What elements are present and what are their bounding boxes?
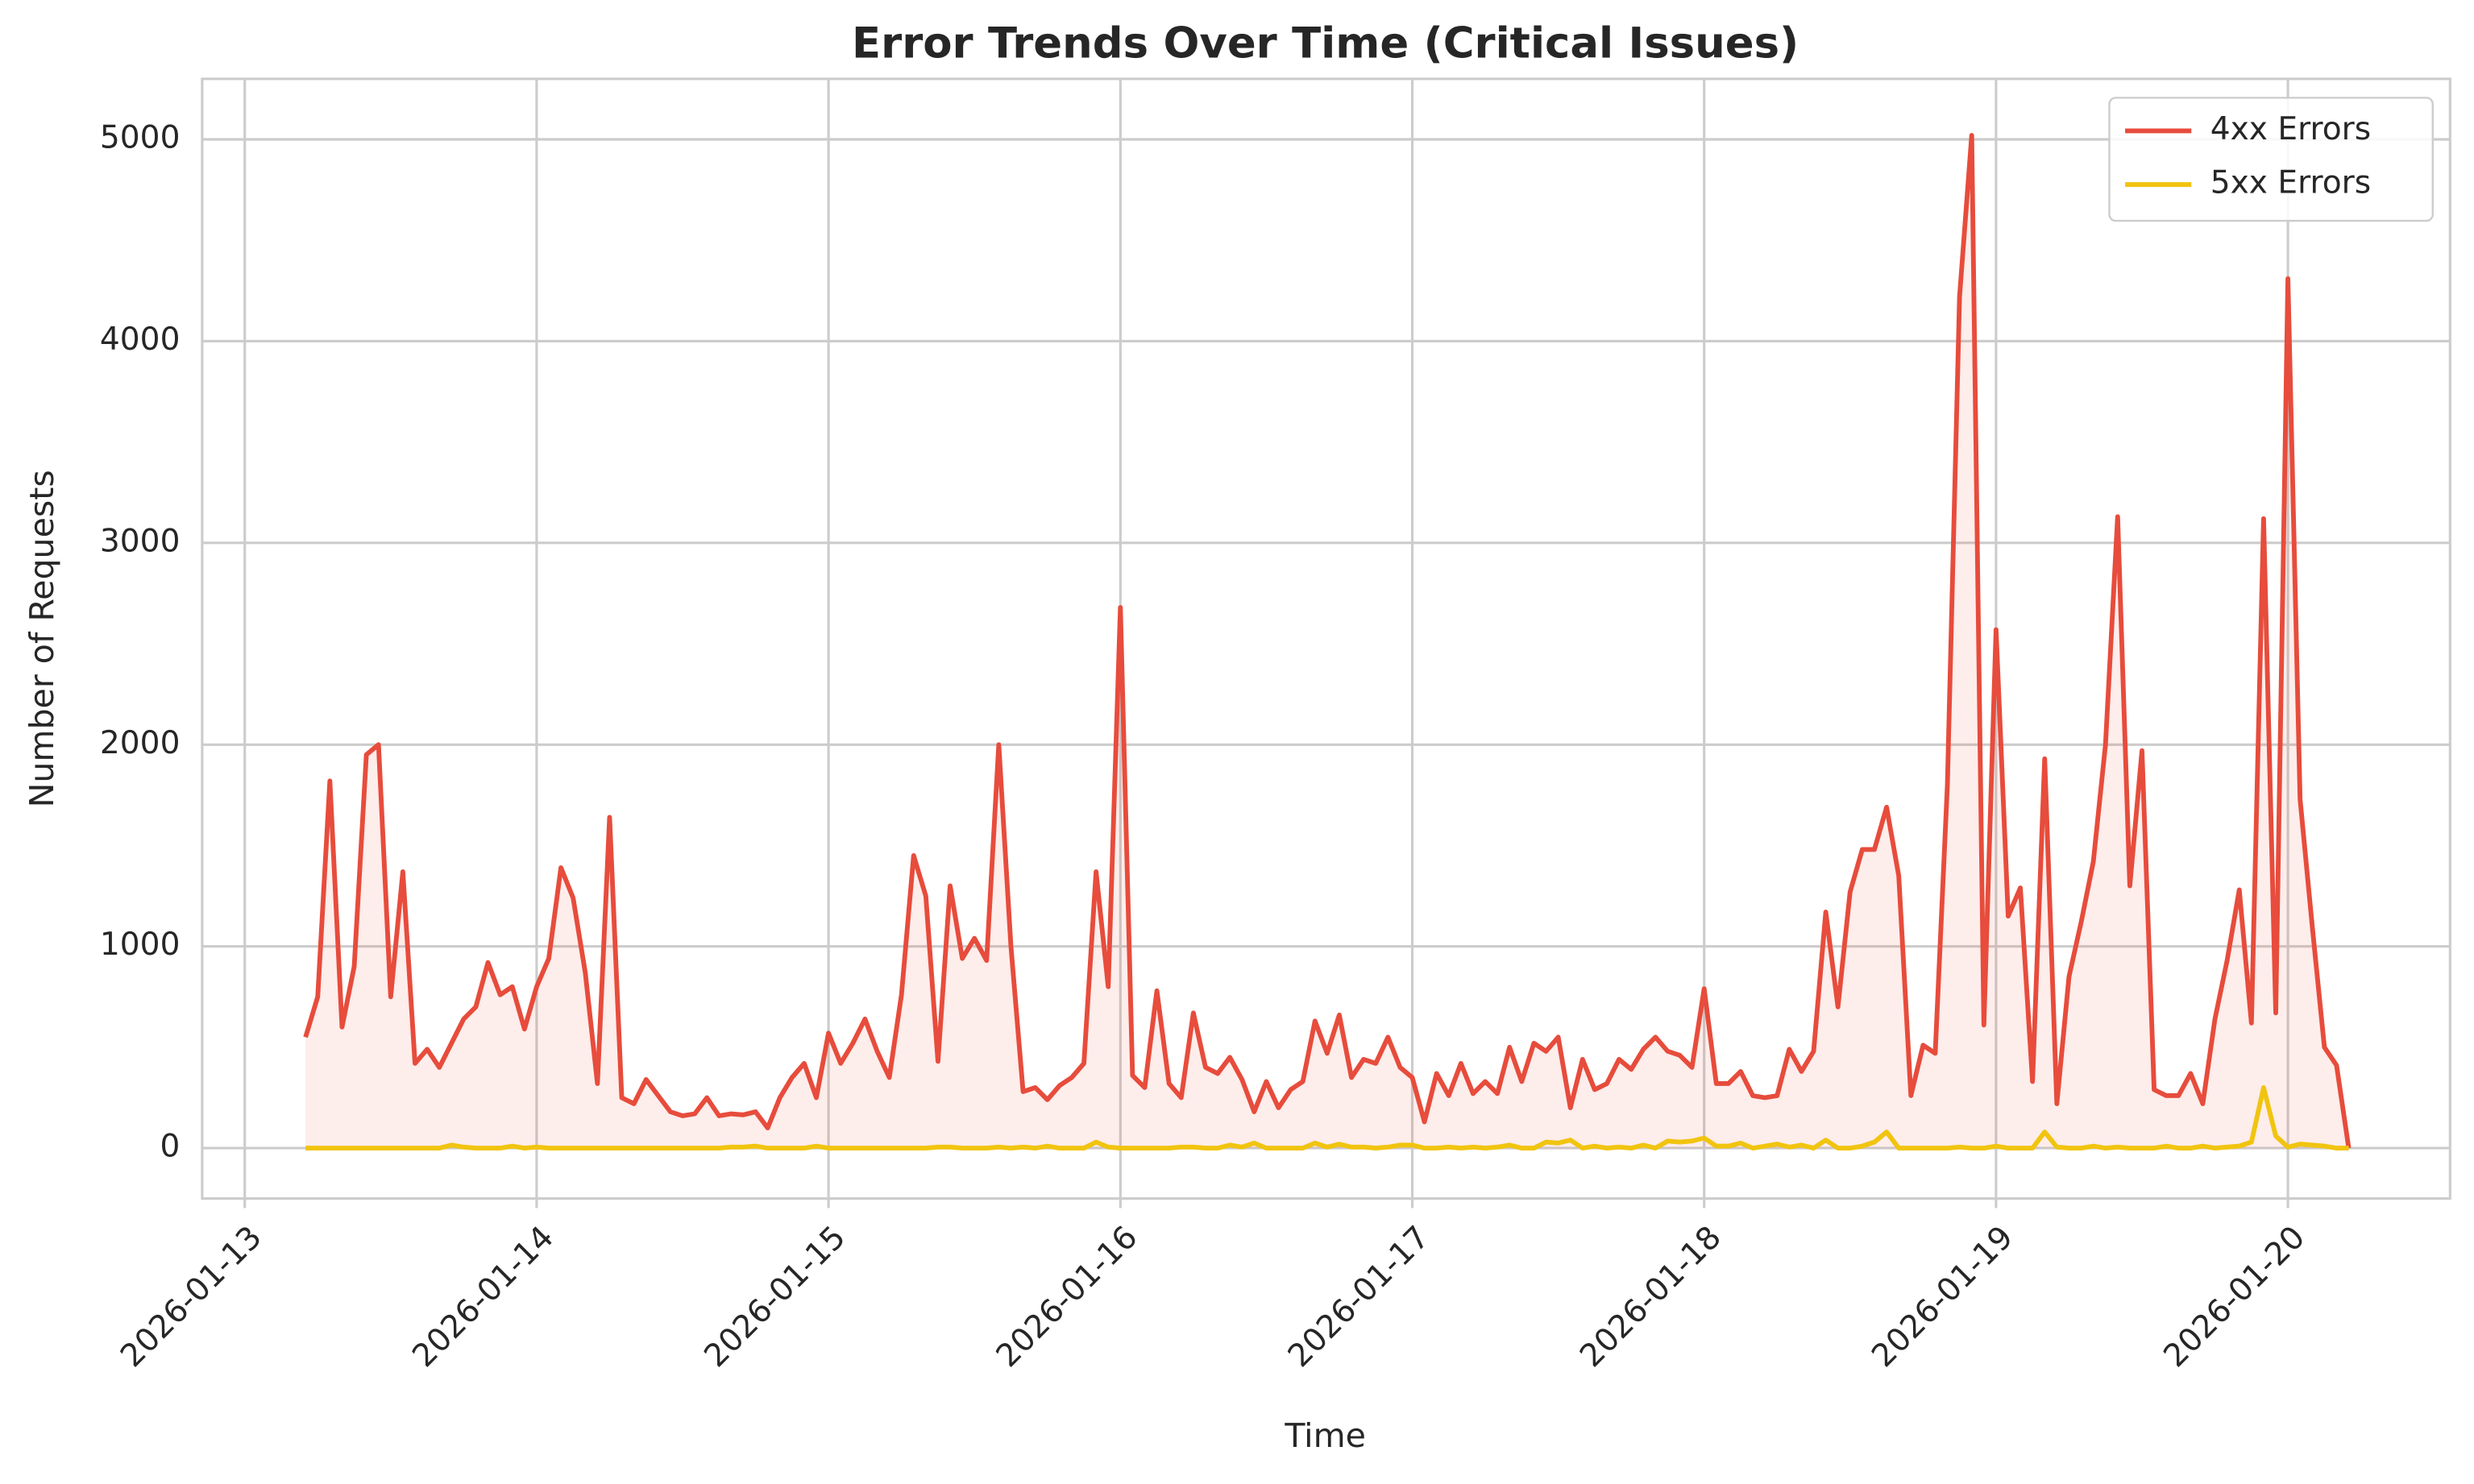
y-axis-label: Number of Requests (23, 470, 61, 807)
legend-label: 4xx Errors (2210, 111, 2371, 147)
y-tick-label: 5000 (100, 119, 181, 155)
area (305, 135, 2349, 1149)
series-line (305, 1085, 2349, 1151)
y-tick-label: 0 (160, 1129, 181, 1165)
plot-frame (201, 77, 2451, 1200)
y-tick-label: 1000 (100, 926, 181, 963)
chart-title: Error Trends Over Time (Critical Issues) (852, 19, 1799, 68)
y-tick-label: 2000 (100, 725, 181, 761)
legend-label: 5xx Errors (2210, 165, 2371, 201)
x-axis-label: Time (1284, 1416, 1366, 1455)
series-line (303, 133, 2352, 1149)
y-tick-label: 3000 (100, 523, 181, 559)
y-tick-label: 4000 (100, 321, 181, 358)
